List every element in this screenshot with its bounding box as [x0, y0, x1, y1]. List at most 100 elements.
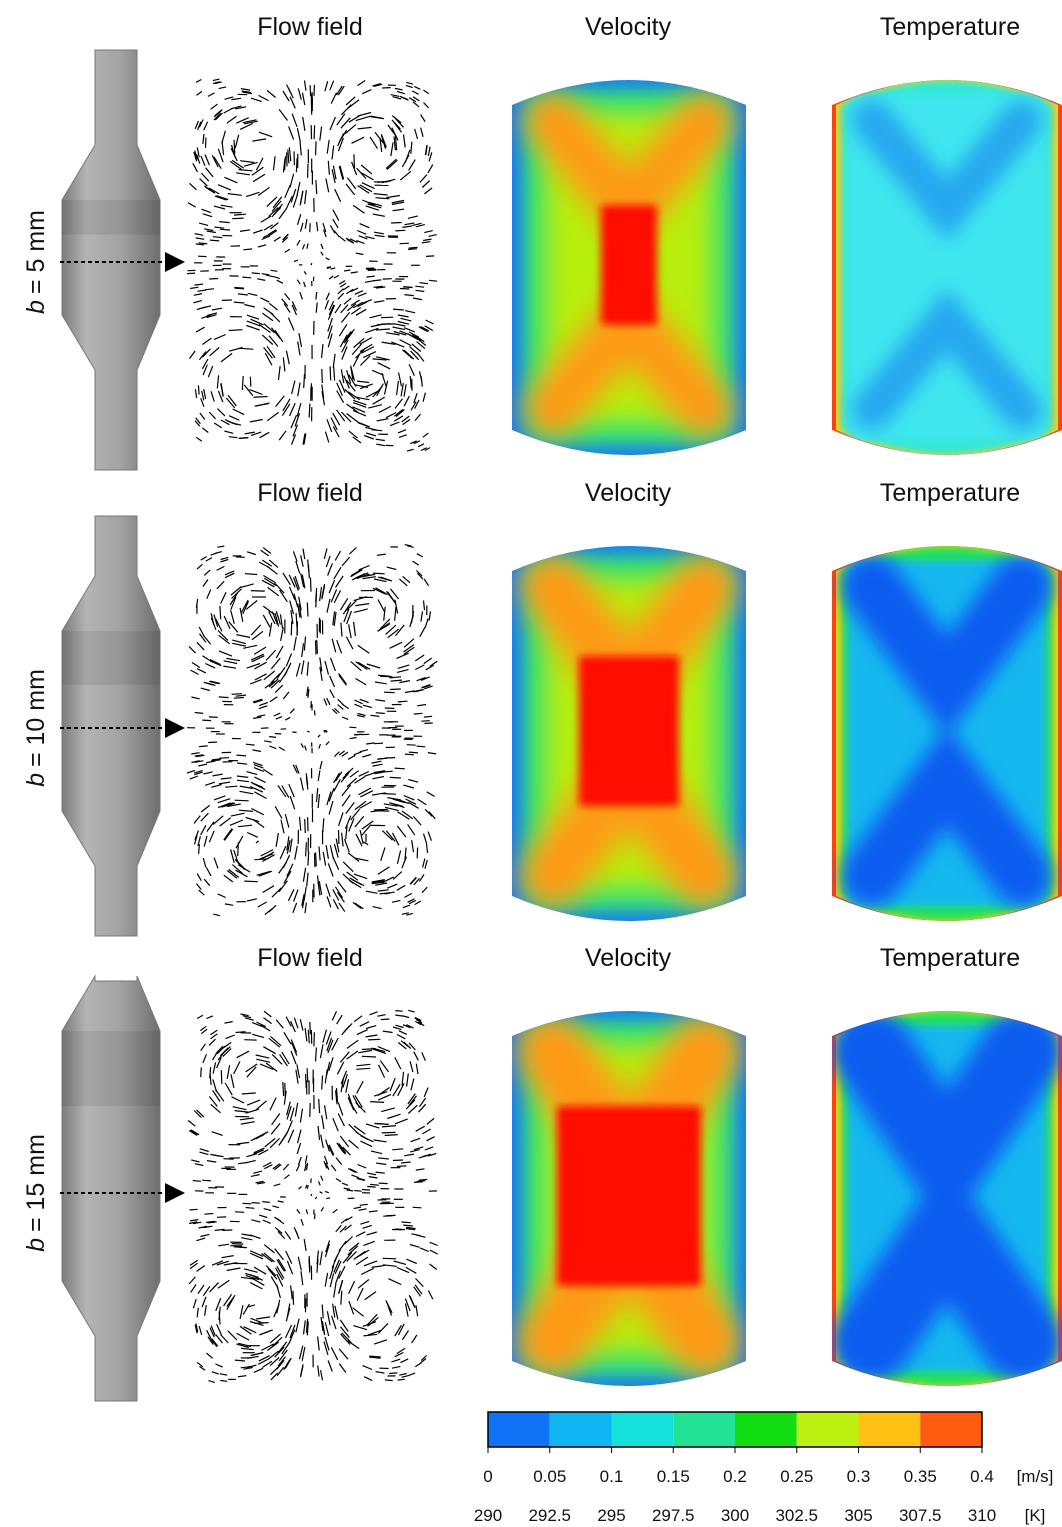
flow-arrow	[372, 280, 381, 281]
flow-arrow	[298, 1130, 302, 1144]
flow-arrow	[217, 375, 218, 388]
flow-arrow	[335, 304, 341, 313]
flow-arrow	[345, 1237, 353, 1245]
flow-arrow	[197, 642, 204, 650]
flow-arrow	[229, 622, 238, 633]
flow-arrow	[376, 1172, 385, 1173]
flow-arrow	[243, 1304, 249, 1315]
flow-arrow	[340, 1052, 349, 1063]
flow-arrow	[326, 258, 330, 260]
flow-arrow	[354, 1126, 365, 1134]
flow-arrow	[276, 833, 278, 847]
flow-arrow	[383, 1031, 393, 1032]
flow-arrow	[214, 796, 225, 800]
flow-arrow	[307, 873, 308, 887]
flow-arrow	[333, 1118, 338, 1131]
flow-arrow	[359, 566, 370, 570]
flow-arrow	[427, 792, 435, 797]
column-title: Flow field	[257, 479, 363, 507]
temperature-tick-label: 292.5	[528, 1506, 571, 1525]
row-label-text: = 15 mm	[22, 1134, 50, 1232]
flow-arrow	[203, 1054, 207, 1063]
flow-arrow	[204, 1214, 213, 1215]
flow-arrow	[197, 874, 201, 881]
flow-arrow	[269, 612, 275, 625]
flow-arrow	[225, 1022, 233, 1024]
flow-arrow	[398, 322, 409, 325]
flow-arrow	[381, 1019, 390, 1020]
geometry-shade	[62, 1031, 160, 1106]
colorbar-cell	[612, 1412, 674, 1447]
flow-arrow	[240, 124, 253, 130]
flow-arrow	[289, 127, 294, 140]
flow-arrow	[393, 872, 402, 880]
flow-arrow	[349, 819, 354, 832]
flow-arrow	[286, 196, 292, 209]
flow-arrow	[272, 1206, 279, 1208]
flow-arrow	[221, 557, 229, 559]
flow-arrow	[402, 1016, 409, 1018]
flow-arrow	[348, 755, 355, 759]
flow-arrow	[269, 336, 278, 347]
flow-arrow	[206, 1353, 212, 1358]
flow-arrow	[326, 556, 330, 567]
flow-arrow	[336, 1179, 341, 1182]
flow-arrow	[303, 244, 305, 249]
flow-arrow	[252, 1203, 260, 1204]
flow-arrow	[429, 152, 432, 161]
flow-arrow	[409, 1043, 415, 1050]
flow-arrow	[354, 1191, 361, 1192]
flow-arrow	[209, 831, 214, 842]
flow-arrow	[330, 366, 331, 380]
flow-arrow	[201, 1044, 206, 1051]
flow-arrow	[256, 1317, 270, 1319]
flow-arrow	[196, 1238, 205, 1241]
flow-arrow	[395, 1353, 404, 1357]
flow-arrow	[408, 1373, 415, 1376]
flow-arrow	[341, 312, 349, 322]
flow-arrow	[426, 256, 434, 257]
flow-arrow	[194, 816, 200, 824]
flow-arrow	[265, 1138, 275, 1147]
flow-arrow	[387, 160, 398, 169]
flow-arrow	[395, 1015, 403, 1016]
flow-arrow	[207, 1016, 213, 1019]
temperature-map	[822, 971, 1062, 1431]
flow-arrow	[378, 867, 390, 875]
flow-arrow	[294, 594, 298, 608]
flow-arrow	[267, 412, 278, 420]
flow-arrow	[257, 279, 265, 281]
flow-arrow	[234, 140, 235, 154]
flow-arrow	[240, 584, 254, 588]
flow-arrow	[263, 1047, 275, 1054]
flow-arrow	[316, 1048, 317, 1062]
flow-arrow	[415, 400, 419, 409]
flow-arrow	[207, 590, 211, 599]
flow-arrow	[254, 662, 266, 669]
flow-arrow	[405, 545, 412, 546]
flow-arrow	[245, 1018, 254, 1020]
flow-arrow	[343, 286, 349, 290]
flow-arrow	[229, 416, 239, 421]
flow-arrow	[349, 115, 361, 122]
flow-arrow	[295, 846, 298, 860]
flow-arrow	[234, 214, 246, 215]
flow-arrow	[400, 1359, 408, 1363]
flow-arrow	[419, 283, 428, 284]
flow-arrow	[204, 836, 207, 847]
flow-arrow	[334, 567, 341, 579]
flow-arrow	[306, 842, 307, 856]
row-label-var: b	[22, 1238, 50, 1252]
flow-arrow	[334, 752, 339, 757]
flow-arrow	[290, 1108, 294, 1121]
flow-arrow	[307, 662, 308, 676]
flow-arrow	[321, 1176, 323, 1181]
flow-arrow	[415, 665, 424, 670]
flow-arrow	[195, 284, 203, 285]
flow-arrow	[354, 700, 362, 704]
flow-arrow	[271, 658, 280, 669]
flow-arrow	[369, 1211, 378, 1212]
flow-arrow	[385, 1380, 393, 1381]
flow-arrow	[408, 824, 415, 835]
flow-arrow	[382, 1126, 396, 1127]
